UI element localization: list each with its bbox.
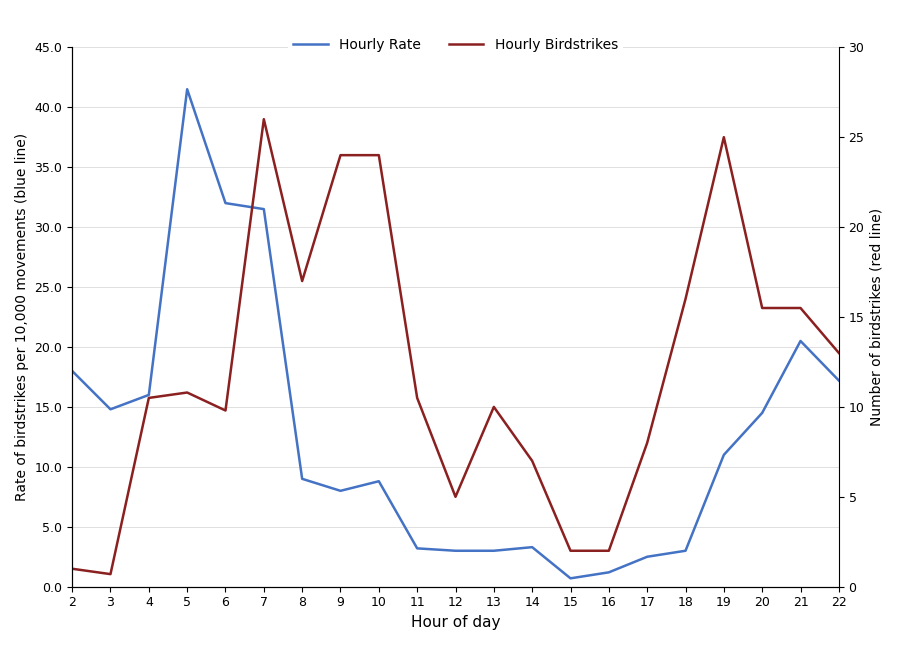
Hourly Birdstrikes <box>681 295 691 303</box>
Hourly Rate <box>258 205 269 213</box>
Hourly Birdstrikes <box>795 304 806 312</box>
Hourly Rate <box>67 367 77 375</box>
Hourly Birdstrikes <box>67 565 77 573</box>
Hourly Birdstrikes <box>105 570 116 578</box>
Hourly Rate <box>412 544 423 552</box>
Hourly Birdstrikes <box>373 152 384 159</box>
Hourly Rate <box>718 451 729 459</box>
Line: Hourly Rate: Hourly Rate <box>72 89 839 579</box>
Hourly Birdstrikes <box>297 277 307 285</box>
Hourly Birdstrikes <box>144 394 155 402</box>
Hourly Birdstrikes <box>757 304 768 312</box>
Hourly Birdstrikes <box>488 403 499 411</box>
Hourly Rate <box>757 409 768 417</box>
Hourly Rate <box>373 477 384 485</box>
Hourly Rate <box>220 199 231 207</box>
Line: Hourly Birdstrikes: Hourly Birdstrikes <box>72 119 839 574</box>
Hourly Birdstrikes <box>182 389 192 397</box>
Hourly Rate <box>565 575 576 582</box>
Legend: Hourly Rate, Hourly Birdstrikes: Hourly Rate, Hourly Birdstrikes <box>288 33 623 58</box>
Y-axis label: Rate of birdstrikes per 10,000 movements (blue line): Rate of birdstrikes per 10,000 movements… <box>15 133 29 501</box>
Hourly Birdstrikes <box>412 394 423 402</box>
Hourly Rate <box>795 337 806 345</box>
Hourly Birdstrikes <box>450 493 461 501</box>
Hourly Birdstrikes <box>335 152 346 159</box>
X-axis label: Hour of day: Hour of day <box>411 615 500 630</box>
Hourly Birdstrikes <box>603 547 614 555</box>
Hourly Birdstrikes <box>527 457 538 464</box>
Hourly Birdstrikes <box>565 547 576 555</box>
Hourly Rate <box>488 547 499 555</box>
Hourly Birdstrikes <box>718 134 729 141</box>
Hourly Rate <box>642 553 653 561</box>
Hourly Rate <box>450 547 461 555</box>
Hourly Rate <box>603 568 614 576</box>
Hourly Rate <box>105 406 116 413</box>
Hourly Birdstrikes <box>220 406 231 414</box>
Hourly Rate <box>297 475 307 482</box>
Hourly Birdstrikes <box>258 115 269 123</box>
Hourly Rate <box>527 543 538 551</box>
Hourly Rate <box>833 377 844 384</box>
Hourly Rate <box>182 85 192 93</box>
Hourly Birdstrikes <box>833 349 844 357</box>
Hourly Rate <box>335 487 346 495</box>
Hourly Rate <box>144 391 155 399</box>
Y-axis label: Number of birdstrikes (red line): Number of birdstrikes (red line) <box>870 208 884 426</box>
Hourly Birdstrikes <box>642 439 653 447</box>
Hourly Rate <box>681 547 691 555</box>
